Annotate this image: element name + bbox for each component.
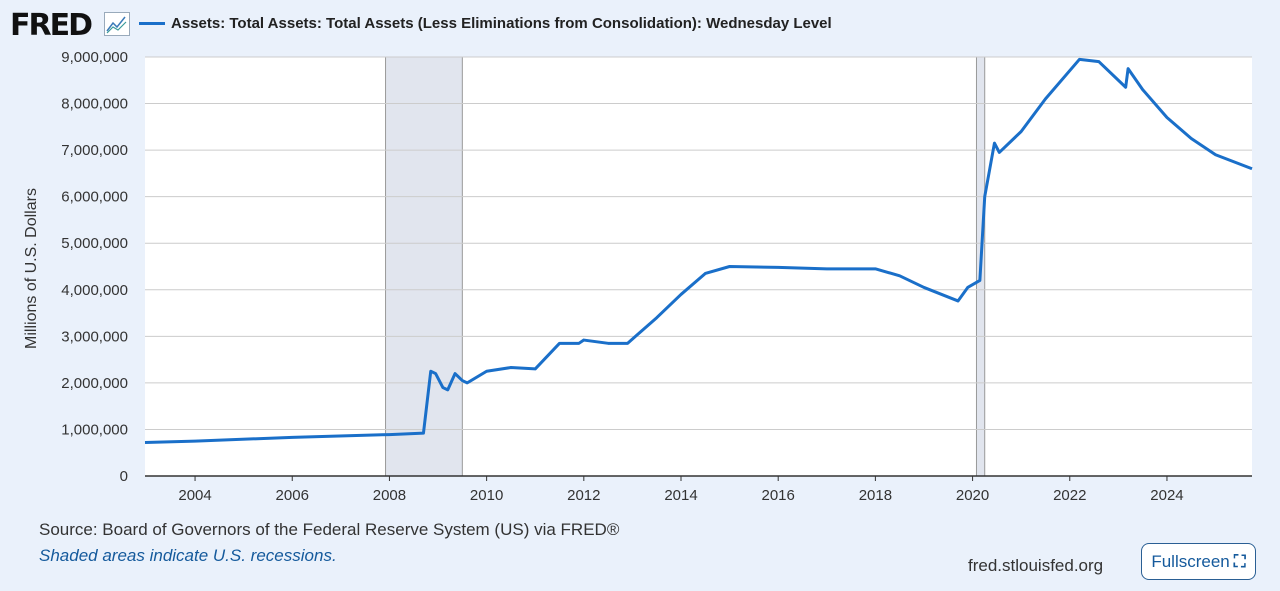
source-text: Source: Board of Governors of the Federa… xyxy=(39,520,620,539)
x-tick-label: 2004 xyxy=(178,487,211,504)
x-tick-label: 2016 xyxy=(762,487,795,504)
legend-swatch xyxy=(139,22,165,25)
chart: 0 1,000,000 2,000,000 3,000,000 4,000,000 5,0… xyxy=(23,49,1253,504)
fullscreen-icon: ⛶ xyxy=(1233,551,1246,571)
y-tick-label: 3,000,000 xyxy=(61,328,128,345)
y-axis-label: Millions of U.S. Dollars xyxy=(23,188,40,349)
legend: Assets: Total Assets: Total Assets (Less… xyxy=(139,15,832,32)
y-tick-label: 0 xyxy=(120,468,128,485)
x-tick-label: 2018 xyxy=(859,487,892,504)
y-tick-label: 4,000,000 xyxy=(61,282,128,299)
site-link[interactable]: fred.stlouisfed.org xyxy=(968,556,1104,575)
recession-band xyxy=(385,56,463,477)
series-line xyxy=(144,57,1253,444)
x-tick-label: 2006 xyxy=(276,487,309,504)
x-tick-label: 2022 xyxy=(1053,487,1086,504)
y-tick-label: 6,000,000 xyxy=(61,189,128,206)
recession-note: Shaded areas indicate U.S. recessions. xyxy=(39,546,337,565)
legend-label: Assets: Total Assets: Total Assets (Less… xyxy=(171,15,832,32)
fullscreen-label: Fullscreen xyxy=(1151,551,1230,571)
y-tick-label: 5,000,000 xyxy=(61,235,128,252)
plot-area xyxy=(145,57,1252,476)
fullscreen-button[interactable]: Fullscreen ⛶ xyxy=(1141,543,1256,580)
x-tick-label: 2024 xyxy=(1150,487,1183,504)
y-tick-label: 2,000,000 xyxy=(61,375,128,392)
x-tick-label: 2014 xyxy=(664,487,697,504)
chart-icon xyxy=(104,12,130,36)
x-tick-label: 2012 xyxy=(567,487,600,504)
y-tick-label: 8,000,000 xyxy=(61,96,128,113)
y-tick-label: 1,000,000 xyxy=(61,421,128,438)
fred-logo[interactable]: FRED xyxy=(10,8,93,43)
x-tick-label: 2020 xyxy=(956,487,989,504)
x-tick-label: 2008 xyxy=(373,487,406,504)
y-tick-label: 9,000,000 xyxy=(61,49,128,66)
y-tick-label: 7,000,000 xyxy=(61,142,128,159)
x-tick-label: 2010 xyxy=(470,487,503,504)
